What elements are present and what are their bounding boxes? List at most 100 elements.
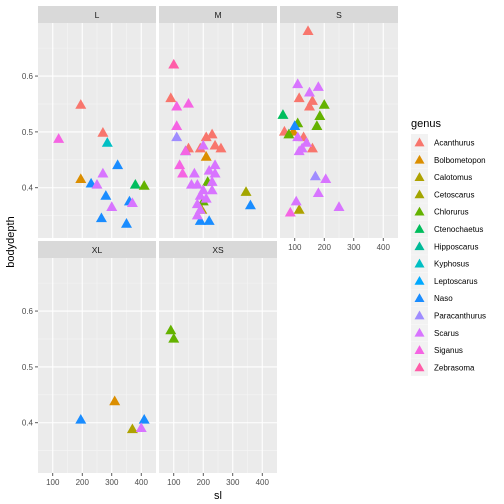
data-point: [292, 78, 304, 89]
y-tick-label: 0.5: [22, 363, 34, 372]
legend-item: Paracanthurus: [411, 307, 486, 324]
legend-item: Naso: [411, 289, 453, 307]
data-point: [91, 178, 103, 189]
data-point: [109, 395, 121, 406]
facet-strip-label: L: [95, 10, 100, 20]
data-point: [121, 218, 132, 228]
facet-strip: [159, 6, 277, 23]
data-point: [293, 92, 305, 103]
facet-panel-s: S: [277, 6, 398, 238]
data-point: [168, 332, 180, 343]
legend-item: Hipposcarus: [411, 237, 478, 255]
data-point: [171, 131, 183, 142]
data-point: [311, 120, 323, 130]
data-point: [301, 137, 313, 147]
x-tick-label: 200: [318, 243, 332, 252]
legend-marker: [414, 154, 425, 164]
legend-marker: [414, 189, 425, 199]
legend-item: Acanthurus: [411, 134, 474, 151]
legend-label: Cetoscarus: [434, 190, 474, 199]
data-point: [293, 145, 305, 156]
legend-marker: [414, 206, 425, 216]
data-point: [206, 128, 218, 139]
data-point: [126, 423, 138, 434]
data-point: [191, 178, 203, 189]
data-point: [138, 413, 150, 424]
y-tick-label: 0.4: [22, 419, 34, 428]
x-tick-label: 400: [256, 478, 270, 487]
data-point: [200, 192, 212, 203]
x-tick-label: 300: [226, 478, 240, 487]
facet-panel-l: L: [38, 6, 156, 238]
facet-panel-xs: XS: [159, 241, 277, 473]
facet-panel-xl: XL: [38, 241, 156, 473]
x-tick-label: 200: [76, 478, 90, 487]
data-point: [306, 142, 318, 153]
legend-item: Ctenochaetus: [411, 220, 483, 238]
legend-label: Bolbometopon: [434, 156, 486, 165]
legend-marker: [414, 241, 425, 251]
legend-label: Acanthurus: [434, 139, 474, 148]
legend-title: genus: [411, 118, 441, 130]
data-point: [312, 187, 324, 198]
data-point: [314, 110, 326, 120]
data-point: [277, 109, 289, 119]
data-point: [240, 186, 252, 196]
data-point: [174, 159, 186, 170]
data-point: [75, 99, 87, 109]
data-point: [244, 199, 256, 210]
data-point: [126, 197, 138, 208]
legend-label: Siganus: [434, 346, 463, 355]
data-point: [188, 167, 200, 178]
data-point: [135, 422, 147, 433]
legend-label: Leptoscarus: [434, 277, 478, 286]
x-tick-label: 100: [46, 478, 60, 487]
legend-label: Hipposcarus: [434, 242, 478, 251]
y-axis-title: bodydepth: [5, 216, 17, 267]
data-point: [112, 159, 124, 170]
data-point: [318, 99, 330, 109]
x-tick-label: 300: [347, 243, 361, 252]
legend-item: Scarus: [411, 324, 459, 342]
data-point: [97, 167, 109, 178]
data-point: [197, 139, 209, 150]
data-point: [197, 184, 209, 195]
data-point: [203, 215, 215, 225]
x-tick-label: 100: [288, 243, 302, 252]
data-point: [304, 100, 315, 111]
x-tick-label: 100: [167, 478, 181, 487]
data-point: [75, 413, 87, 424]
facet-strip: [38, 6, 156, 23]
legend-marker: [414, 172, 425, 181]
legend-marker: [414, 258, 425, 268]
legend-item: Kyphosus: [411, 255, 469, 273]
legend-item: Chlorurus: [411, 203, 469, 221]
legend: genus Acanthurus Bolbometopon Calotomus Cet…: [411, 118, 486, 376]
data-point: [333, 201, 345, 211]
facet-panel-m: M: [159, 6, 277, 238]
data-point: [206, 184, 218, 195]
data-point: [309, 170, 321, 181]
data-point: [289, 120, 301, 130]
x-tick-label: 300: [105, 478, 119, 487]
data-point: [75, 173, 87, 184]
data-point: [320, 173, 332, 184]
x-tick-label: 400: [377, 243, 391, 252]
y-tick-label: 0.5: [22, 128, 34, 137]
data-point: [215, 142, 227, 153]
data-point: [283, 128, 295, 139]
facet-strip-label: M: [214, 10, 221, 20]
legend-item: Cetoscarus: [411, 185, 474, 203]
facet-strip-label: S: [336, 10, 342, 20]
data-point: [292, 131, 304, 142]
facet-strip: [38, 241, 156, 258]
legend-item: Leptoscarus: [411, 272, 478, 290]
data-point: [165, 92, 177, 103]
legend-label: Kyphosus: [434, 260, 469, 269]
facet-strip: [280, 6, 398, 23]
data-point: [180, 145, 192, 156]
data-point: [191, 209, 203, 220]
legend-label: Scarus: [434, 329, 459, 338]
data-point: [171, 100, 183, 111]
data-point: [177, 167, 189, 178]
